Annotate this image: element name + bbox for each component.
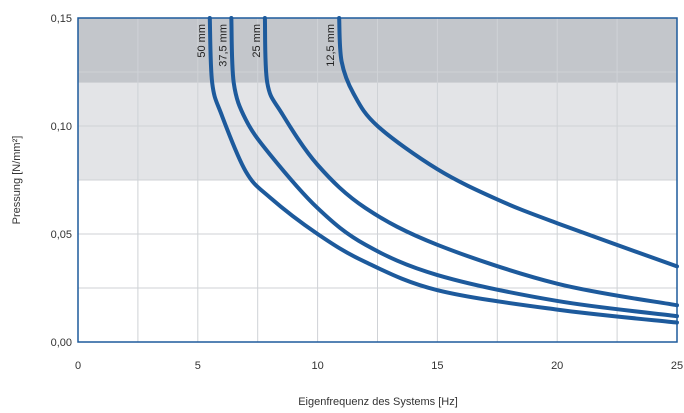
x-tick-label: 5 [195, 360, 201, 372]
series-group [207, 16, 679, 325]
x-tick-label: 15 [431, 360, 443, 372]
x-tick-label: 25 [671, 360, 683, 372]
series-labels: 50 mm 37,5 mm 25 mm 12,5 mm [196, 24, 337, 67]
y-tick-label: 0,05 [51, 229, 72, 241]
y-tick-label: 0,15 [51, 13, 72, 25]
y-axis-title: Pressung [N/mm²] [11, 136, 23, 225]
y-tick-label: 0,10 [51, 121, 72, 133]
x-tick-label: 20 [551, 360, 563, 372]
series-line-0 [207, 16, 679, 325]
x-tick-label: 0 [75, 360, 81, 372]
series-label-2: 25 mm [251, 24, 263, 58]
x-tick-label: 10 [311, 360, 323, 372]
y-tick-labels: 0,00 0,05 0,10 0,15 [51, 13, 72, 349]
y-tick-label: 0,00 [51, 337, 72, 349]
plot-frame [77, 17, 678, 343]
series-line-1 [229, 16, 679, 319]
x-tick-labels: 0 5 10 15 20 25 [75, 360, 683, 372]
series-line-2 [262, 16, 679, 308]
series-label-1: 37,5 mm [217, 24, 229, 67]
series-line-3 [337, 16, 679, 269]
series-label-0: 50 mm [196, 24, 208, 58]
x-axis-title: Eigenfrequenz des Systems [Hz] [298, 396, 458, 408]
series-label-3: 12,5 mm [325, 24, 337, 67]
